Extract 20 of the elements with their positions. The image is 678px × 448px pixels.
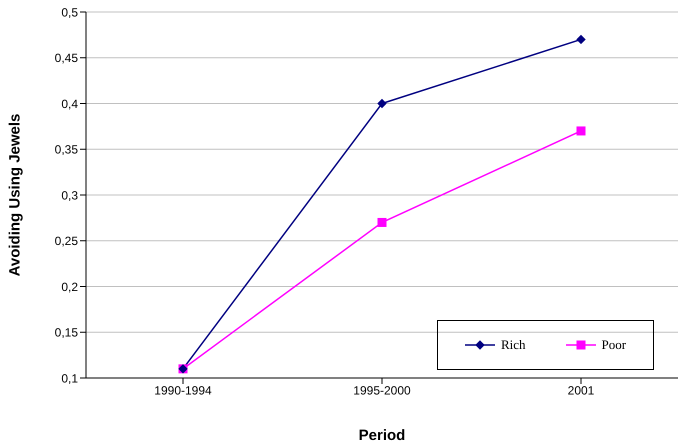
legend-label: Poor xyxy=(602,337,626,353)
y-tick-label: 0,3 xyxy=(61,188,78,202)
point xyxy=(576,34,586,44)
y-tick-label: 0,4 xyxy=(61,96,78,111)
x-tick-label: 2001 xyxy=(568,384,595,398)
x-tick-label: 1995-2000 xyxy=(353,384,412,398)
point xyxy=(378,218,386,227)
point xyxy=(576,126,586,136)
y-tick-label: 0,45 xyxy=(54,51,78,66)
point xyxy=(378,99,386,108)
y-tick-label: 0,1 xyxy=(61,371,78,386)
x-axis-title: Period xyxy=(358,427,406,444)
y-tick-label: 0,5 xyxy=(61,5,78,20)
y-axis-title: Avoiding Using Jewels xyxy=(6,114,24,276)
legend-label: Rich xyxy=(500,337,526,353)
y-tick-label: 0,2 xyxy=(61,280,78,294)
y-tick-label: 0,35 xyxy=(54,142,78,157)
y-tick-label: 0,25 xyxy=(54,234,78,248)
x-tick-label: 1990-1994 xyxy=(154,384,212,398)
y-tick-label: 0,15 xyxy=(54,326,78,340)
